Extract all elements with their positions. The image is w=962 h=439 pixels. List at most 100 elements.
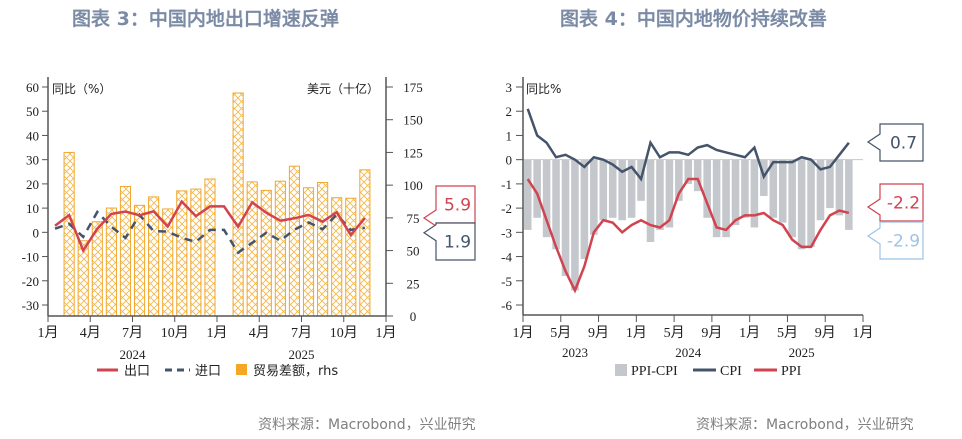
x-tick-label: 9月 bbox=[815, 325, 836, 341]
cpi-callout-box bbox=[866, 123, 924, 162]
trade-balance-bar bbox=[232, 92, 244, 317]
ppi-cpi-bar bbox=[769, 159, 778, 218]
ppi-cpi-bar bbox=[797, 159, 806, 250]
ppi-cpi-bar bbox=[608, 159, 617, 218]
y-tick-label: 0 bbox=[506, 153, 513, 168]
left-tick-label: 50 bbox=[26, 104, 39, 119]
ppi-cpi-bar bbox=[693, 159, 702, 192]
ppi-cpi-bar bbox=[750, 159, 759, 228]
ppi-cpi-bar bbox=[656, 159, 664, 230]
legend-ppi-label: PPI bbox=[781, 364, 802, 379]
ppi-cpi-bar bbox=[542, 159, 551, 238]
y-tick-label: 1 bbox=[506, 128, 513, 143]
ppi-callout-box bbox=[866, 183, 924, 222]
x-tick-label: 7月 bbox=[291, 325, 312, 341]
right-axis-title: 美元（十亿） bbox=[307, 81, 379, 96]
x-tick-label: 1月 bbox=[376, 325, 397, 341]
ppi-cpi-bar bbox=[665, 159, 674, 228]
chart3-title: 图表 3：中国内地出口增速反弹 bbox=[72, 8, 339, 30]
x-tick-label: 10月 bbox=[330, 325, 358, 341]
trade-balance-bar bbox=[133, 204, 146, 317]
left-tick-label: -20 bbox=[22, 274, 39, 289]
legend-trade-swatch bbox=[236, 364, 247, 375]
legend-imports-label: 进口 bbox=[195, 364, 221, 379]
x-tick-label: 7月 bbox=[122, 325, 143, 341]
x-tick-label: 1月 bbox=[513, 325, 534, 341]
x-tick-label: 9月 bbox=[701, 325, 722, 341]
ppi-cpi-bar bbox=[552, 159, 560, 250]
y-tick-label: 3 bbox=[506, 80, 513, 95]
ppi-cpi-bar bbox=[731, 159, 740, 226]
ppi-cpi-bar bbox=[788, 159, 796, 238]
y-tick-label: -1 bbox=[501, 177, 512, 192]
trade-balance-bar bbox=[274, 180, 286, 317]
ppi-cpi-callout-box bbox=[866, 221, 924, 260]
left-tick-label: 30 bbox=[26, 153, 39, 168]
left-tick-label: 40 bbox=[26, 128, 39, 143]
ppi-cpi-bar bbox=[627, 159, 636, 218]
legend-ppi-cpi-label: PPI-CPI bbox=[631, 364, 678, 379]
x-tick-label: 1月 bbox=[38, 325, 59, 341]
x-tick-label: 1月 bbox=[207, 325, 228, 341]
x-tick-label: 4月 bbox=[80, 325, 101, 341]
ppi-cpi-bar bbox=[807, 159, 815, 247]
ppi-cpi-bar bbox=[816, 159, 825, 221]
ppi-cpi-bar bbox=[778, 159, 787, 223]
trade-balance-bar bbox=[302, 187, 315, 317]
year-label: 2024 bbox=[675, 345, 702, 360]
left-tick-label: -30 bbox=[22, 298, 39, 313]
trade-balance-bar bbox=[204, 178, 216, 317]
exports-line bbox=[54, 199, 366, 254]
ppi-cpi-bar bbox=[646, 159, 655, 243]
right-tick-label: 25 bbox=[407, 276, 420, 291]
right-tick-label: 150 bbox=[403, 113, 423, 128]
y-tick-label: -2 bbox=[501, 201, 512, 216]
trade-balance-bar bbox=[288, 165, 301, 317]
year-label: 2023 bbox=[562, 345, 588, 360]
x-tick-label: 9月 bbox=[588, 325, 609, 341]
ppi-cpi-bar bbox=[523, 159, 532, 230]
y-tick-label: 2 bbox=[506, 104, 513, 119]
ppi-cpi-bar bbox=[684, 159, 693, 184]
left-tick-label: 0 bbox=[33, 225, 40, 240]
ppi-cpi-bar bbox=[712, 159, 721, 238]
y-tick-label: -4 bbox=[501, 250, 512, 265]
y-tick-label: -5 bbox=[501, 274, 512, 289]
legend-exports-label: 出口 bbox=[124, 364, 150, 379]
trade-balance-bar bbox=[345, 197, 357, 317]
chart4-source: 资料来源：Macrobond，兴业研究 bbox=[696, 417, 914, 433]
y-tick-label: -3 bbox=[501, 225, 512, 240]
ppi-line bbox=[526, 177, 850, 294]
left-tick-label: 60 bbox=[26, 80, 39, 95]
left-axis-title: 同比（%） bbox=[52, 82, 111, 96]
ppi-callout-label: -2.2 bbox=[887, 194, 920, 214]
y-tick-label: -6 bbox=[501, 298, 512, 313]
trade-balance-bar bbox=[63, 151, 75, 317]
right-tick-label: 0 bbox=[410, 309, 417, 324]
imports-callout-box bbox=[422, 222, 476, 261]
left-tick-label: -10 bbox=[22, 250, 39, 265]
chart3-source: 资料来源：Macrobond，兴业研究 bbox=[258, 417, 476, 433]
x-tick-label: 1月 bbox=[739, 325, 760, 341]
ppi-cpi-bar bbox=[741, 159, 749, 218]
exports-callout-label: 5.9 bbox=[444, 196, 471, 216]
ppi-cpi-bar bbox=[618, 159, 626, 221]
ppi-cpi-bar bbox=[835, 159, 844, 216]
x-tick-label: 10月 bbox=[161, 325, 189, 341]
right-tick-label: 125 bbox=[403, 145, 423, 160]
trade-balance-bar bbox=[119, 185, 132, 317]
ppi-cpi-bar bbox=[845, 159, 853, 230]
ppi-cpi-bar bbox=[675, 159, 683, 201]
ppi-cpi-bar bbox=[571, 159, 579, 291]
ppi-cpi-bar bbox=[722, 159, 730, 238]
ppi-cpi-bar bbox=[599, 159, 608, 221]
x-tick-label: 1月 bbox=[853, 325, 874, 341]
right-tick-label: 50 bbox=[407, 244, 420, 259]
ppi-cpi-bar bbox=[533, 159, 541, 218]
right-tick-label: 175 bbox=[403, 80, 423, 95]
y-axis-title: 同比% bbox=[526, 82, 561, 96]
year-label: 2024 bbox=[120, 347, 147, 362]
ppi-cpi-bar bbox=[561, 159, 570, 276]
x-tick-label: 1月 bbox=[626, 325, 647, 341]
